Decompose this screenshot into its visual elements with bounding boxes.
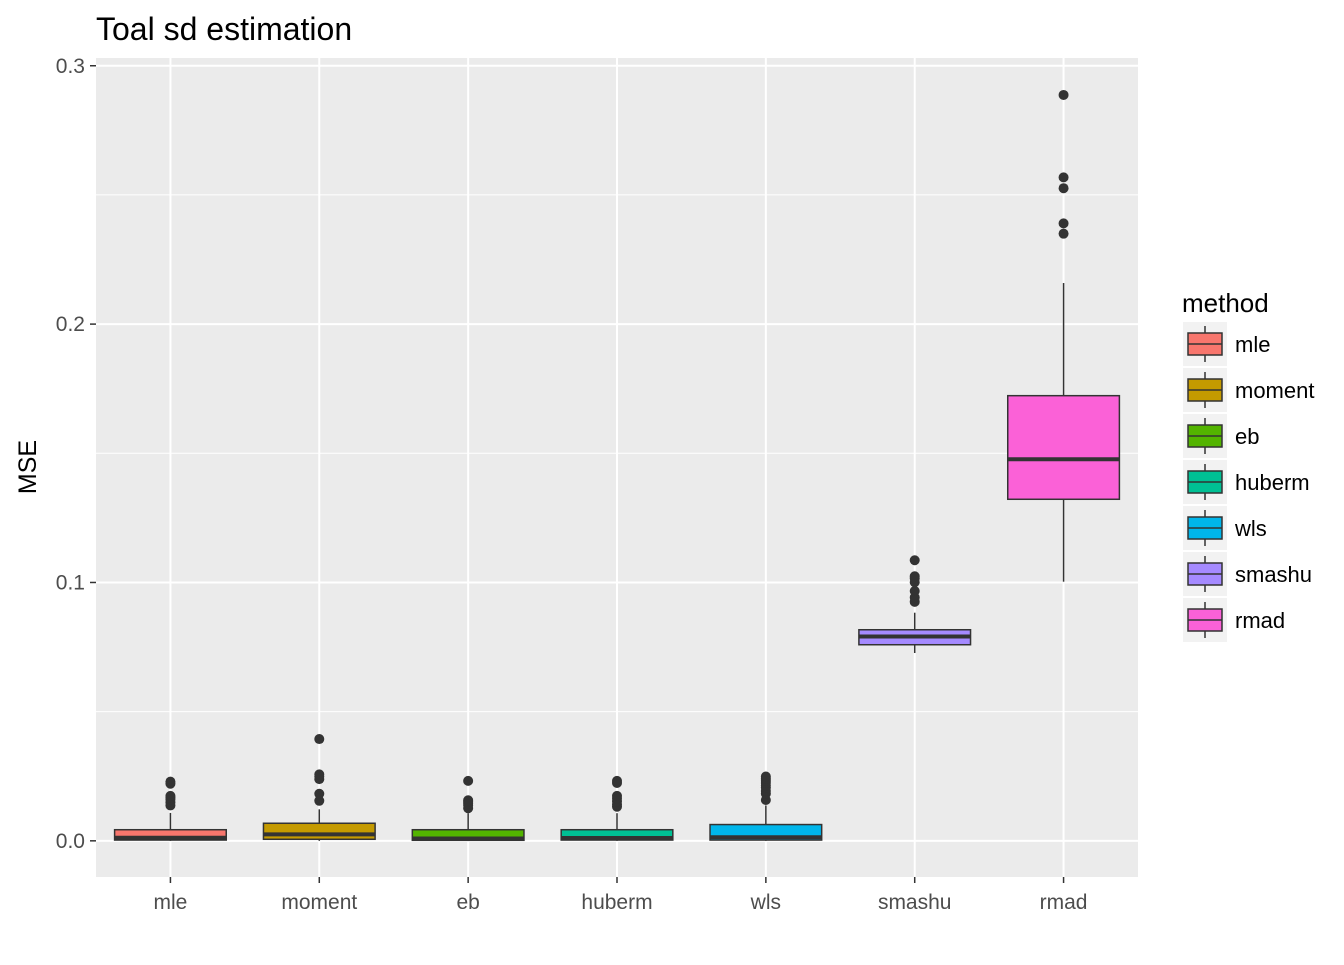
x-tick-label: huberm [581, 891, 652, 914]
legend-keys: mle moment eb huberm wls smashu rmad [1183, 322, 1314, 642]
legend-item-huberm: huberm [1183, 460, 1310, 504]
outlier-point [463, 775, 474, 786]
y-axis-title: MSE [14, 440, 42, 494]
outlier-point [909, 555, 920, 566]
outlier-point [612, 775, 622, 786]
box-huberm [560, 775, 674, 841]
boxes [113, 89, 1121, 842]
outlier-point [1058, 228, 1069, 239]
box-iqr [560, 828, 674, 841]
x-tick-label: wls [750, 891, 781, 914]
outlier-point [463, 795, 474, 806]
x-tick-label: rmad [1040, 891, 1088, 914]
box-rmad [1007, 89, 1121, 582]
legend-label: mle [1235, 332, 1270, 357]
x-tick-label: eb [456, 891, 479, 914]
legend-label: huberm [1235, 470, 1310, 495]
outlier-point [1058, 89, 1069, 100]
legend-title: method [1182, 288, 1269, 318]
legend-label: smashu [1235, 562, 1312, 587]
outlier-point [612, 790, 622, 801]
outlier-point [1058, 218, 1069, 229]
outlier-point [165, 790, 176, 801]
outlier-point [1058, 172, 1069, 183]
x-tick-label: moment [281, 891, 357, 914]
legend: method mle moment eb huberm wls smashu rmad [1182, 288, 1314, 642]
box-moment [262, 734, 376, 841]
legend-item-moment: moment [1183, 368, 1314, 412]
legend-item-rmad: rmad [1183, 598, 1285, 642]
box-iqr [1007, 394, 1121, 501]
outlier-point [314, 788, 325, 799]
chart-title: Toal sd estimation [96, 11, 352, 47]
outlier-point [909, 585, 920, 596]
x-axis: mle moment eb huberm wls smashu rmad [154, 877, 1088, 914]
outlier-point [314, 769, 325, 780]
outlier-point [314, 734, 325, 745]
outlier-point [314, 795, 325, 806]
legend-item-smashu: smashu [1183, 552, 1312, 596]
x-tick-label: smashu [878, 891, 952, 914]
outlier-point [1058, 183, 1069, 194]
legend-label: eb [1235, 424, 1259, 449]
legend-item-mle: mle [1183, 322, 1270, 366]
box-eb [411, 775, 525, 842]
y-tick-label: 0.1 [56, 571, 85, 594]
box-mle [113, 776, 227, 841]
legend-label: moment [1235, 378, 1314, 403]
box-iqr [113, 828, 227, 841]
legend-item-wls: wls [1183, 506, 1267, 550]
box-smashu [858, 555, 972, 654]
legend-label: wls [1234, 516, 1267, 541]
y-tick-label: 0.2 [56, 313, 85, 336]
outlier-point [165, 776, 176, 787]
box-iqr [262, 822, 376, 841]
y-tick-label: 0.0 [56, 830, 85, 853]
legend-item-eb: eb [1183, 414, 1259, 458]
y-axis: 0.0 0.1 0.2 0.3 [56, 55, 96, 853]
x-tick-label: mle [154, 891, 188, 914]
outlier-point [760, 771, 771, 782]
outlier-point [909, 571, 920, 582]
legend-label: rmad [1235, 608, 1285, 633]
y-tick-label: 0.3 [56, 55, 85, 78]
box-wls [709, 771, 823, 841]
